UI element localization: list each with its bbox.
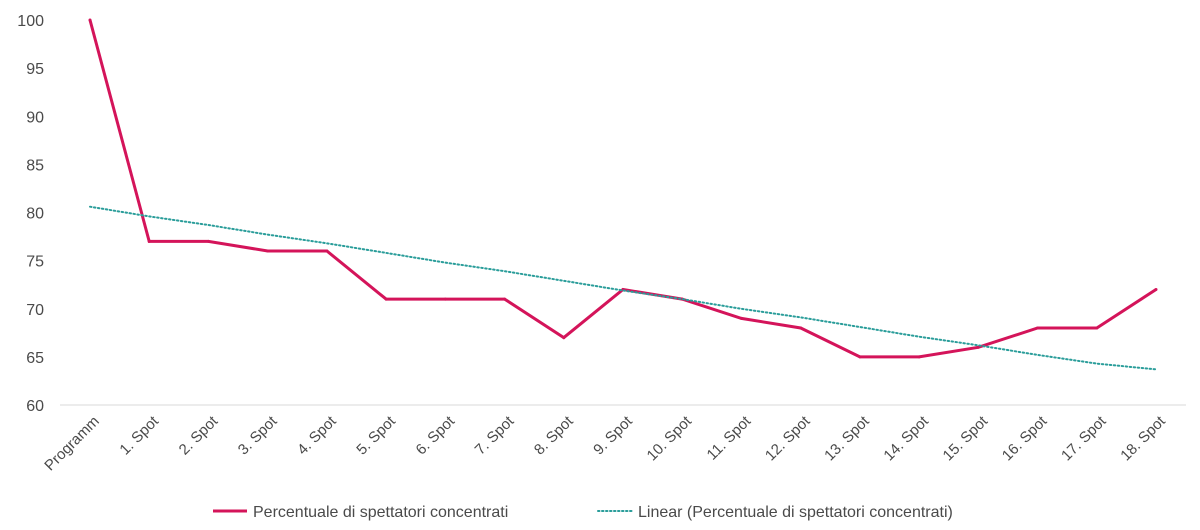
data-point [206, 239, 210, 243]
data-point [88, 18, 92, 22]
x-tick-label: 10. Spot [644, 412, 696, 464]
data-point [384, 297, 388, 301]
x-tick-label: 9. Spot [590, 412, 636, 458]
x-tick-label: 14. Spot [880, 412, 932, 464]
x-tick-label: 3. Spot [235, 412, 281, 458]
series-line [88, 19, 1157, 359]
x-tick-label: 8. Spot [531, 412, 577, 458]
legend: Percentuale di spettatori concentrati Lin… [213, 504, 953, 521]
y-axis-ticks: 60 65 70 75 80 85 90 95 100 [17, 13, 44, 415]
data-point [1036, 326, 1040, 330]
data-point [1154, 288, 1158, 291]
data-point [266, 249, 270, 253]
x-tick-label: 1. Spot [116, 412, 162, 458]
data-point [562, 336, 566, 340]
y-tick-label: 90 [26, 109, 44, 126]
data-point [917, 355, 921, 359]
y-tick-label: 65 [26, 350, 44, 367]
x-tick-label: 15. Spot [940, 412, 992, 464]
y-tick-label: 95 [26, 61, 44, 78]
x-tick-label: 2. Spot [176, 412, 222, 458]
x-tick-label: 16. Spot [999, 412, 1051, 464]
x-axis-ticks: Programm 1. Spot 2. Spot 3. Spot 4. Spot 5. S… [41, 412, 1169, 474]
x-tick-label: 6. Spot [413, 412, 459, 458]
y-tick-label: 80 [26, 206, 44, 223]
x-tick-label: 11. Spot [704, 412, 755, 463]
legend-label-trendline: Linear (Percentuale di spettatori concen… [638, 504, 953, 521]
data-point [976, 345, 980, 349]
x-tick-label: Programm [41, 413, 103, 475]
trendline [89, 205, 1157, 371]
legend-label-series: Percentuale di spettatori concentrati [253, 504, 508, 521]
y-tick-label: 60 [26, 398, 44, 415]
series-layer [88, 18, 1158, 371]
data-point [503, 297, 507, 301]
data-point [1095, 326, 1099, 330]
y-tick-label: 85 [26, 157, 44, 174]
x-tick-label: 7. Spot [472, 412, 518, 458]
y-tick-label: 75 [26, 254, 44, 271]
data-point [858, 355, 862, 359]
x-tick-label: 12. Spot [762, 412, 814, 464]
data-point [443, 297, 447, 301]
x-tick-label: 17. Spot [1058, 412, 1110, 464]
data-point [147, 239, 151, 243]
x-tick-label: 18. Spot [1117, 412, 1169, 464]
x-tick-label: 4. Spot [294, 412, 340, 458]
data-point [799, 326, 803, 330]
x-tick-label: 13. Spot [821, 412, 873, 464]
x-tick-label: 5. Spot [353, 412, 399, 458]
data-point [739, 316, 743, 320]
data-point [325, 249, 329, 253]
y-tick-label: 100 [17, 13, 44, 30]
y-tick-label: 70 [26, 302, 44, 319]
